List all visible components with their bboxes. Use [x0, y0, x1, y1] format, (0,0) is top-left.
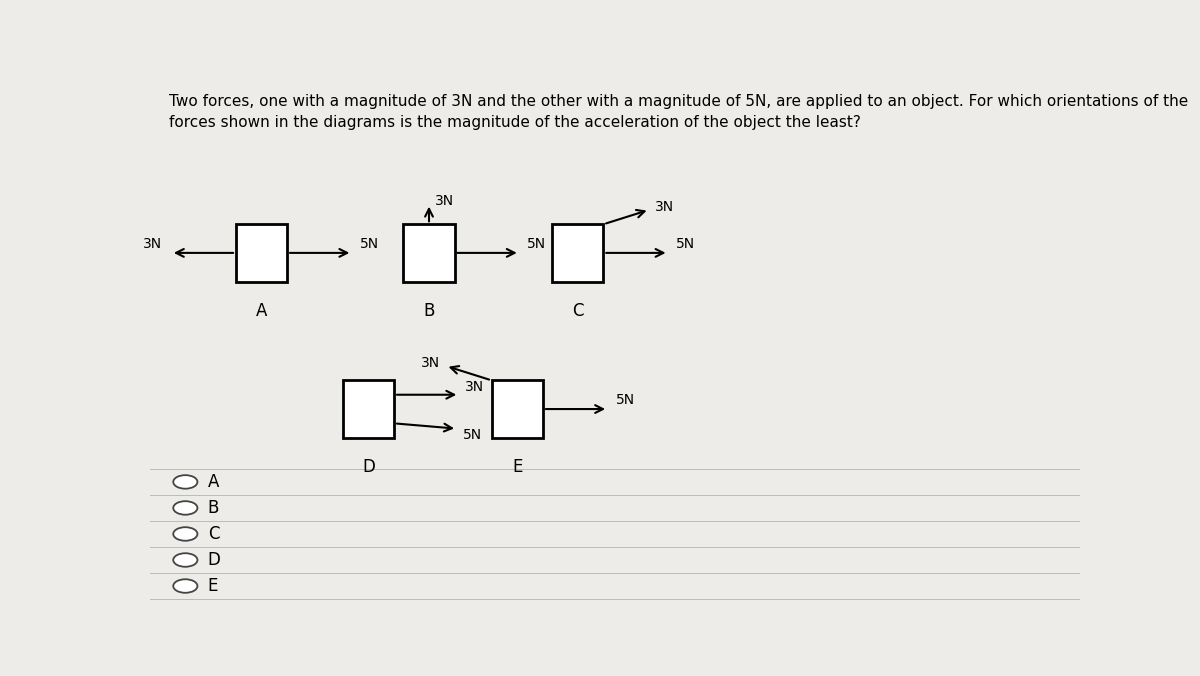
Text: 5N: 5N — [616, 393, 635, 407]
Circle shape — [173, 553, 198, 566]
FancyBboxPatch shape — [343, 381, 394, 437]
Text: A: A — [208, 473, 220, 491]
Text: forces shown in the diagrams is the magnitude of the acceleration of the object : forces shown in the diagrams is the magn… — [168, 115, 860, 130]
Text: B: B — [424, 302, 434, 320]
Circle shape — [173, 475, 198, 489]
Circle shape — [173, 579, 198, 593]
Text: E: E — [512, 458, 522, 477]
FancyBboxPatch shape — [403, 224, 455, 281]
Circle shape — [173, 527, 198, 541]
Text: C: C — [572, 302, 583, 320]
FancyBboxPatch shape — [552, 224, 604, 281]
Text: E: E — [208, 577, 218, 595]
Text: C: C — [208, 525, 220, 543]
Text: 5N: 5N — [527, 237, 546, 251]
Text: 5N: 5N — [462, 428, 481, 442]
Text: 3N: 3N — [421, 356, 440, 370]
FancyBboxPatch shape — [492, 381, 542, 437]
Text: 3N: 3N — [143, 237, 162, 251]
Text: D: D — [208, 551, 221, 569]
Text: Two forces, one with a magnitude of 3N and the other with a magnitude of 5N, are: Two forces, one with a magnitude of 3N a… — [168, 94, 1188, 109]
Text: B: B — [208, 499, 220, 517]
Text: 3N: 3N — [464, 380, 484, 394]
Text: 5N: 5N — [360, 237, 379, 251]
Text: D: D — [362, 458, 374, 477]
Circle shape — [173, 501, 198, 514]
Text: 3N: 3N — [434, 194, 454, 208]
Text: 3N: 3N — [655, 200, 674, 214]
Text: A: A — [256, 302, 268, 320]
Text: 5N: 5N — [676, 237, 695, 251]
FancyBboxPatch shape — [236, 224, 287, 281]
